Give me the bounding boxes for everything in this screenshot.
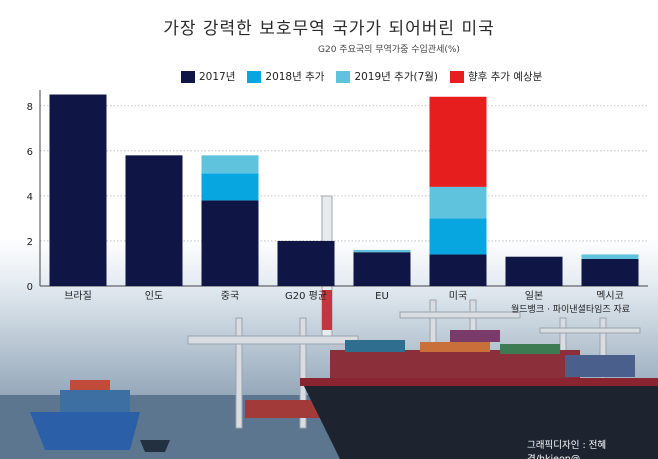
legend-item-future: 향후 추가 예상분	[450, 69, 542, 84]
bar-segment	[581, 254, 639, 259]
legend-item-2018: 2018년 추가	[247, 69, 324, 84]
x-tick-label: 미국	[449, 290, 467, 302]
legend-item-2017: 2017년	[181, 69, 235, 84]
x-tick-label: 중국	[221, 290, 239, 302]
chart-subtitle: G20 주요국의 무역가중 수입관세(%)	[318, 45, 460, 55]
x-tick-label: 멕시코	[596, 290, 624, 302]
bar-segment	[201, 155, 259, 174]
legend-swatch-2018	[247, 70, 262, 83]
bar-segment	[353, 252, 411, 286]
tugboat	[140, 440, 170, 452]
bar-segment	[429, 218, 487, 255]
cranes	[187, 195, 641, 429]
source-note: 월드뱅크 · 파이낸셜타임즈 자료	[511, 305, 631, 315]
y-tick-label: 6	[27, 147, 33, 158]
bar-segment	[505, 256, 563, 286]
y-tick-label: 2	[27, 237, 33, 248]
bar-segment	[201, 173, 259, 201]
legend-swatch-2017	[181, 70, 195, 83]
legend-swatch-2019	[336, 70, 351, 83]
bar-segment	[201, 200, 259, 286]
container-ship-hull	[300, 378, 658, 459]
bar-segment	[353, 249, 411, 253]
legend-item-2019: 2019년 추가(7월)	[336, 69, 438, 84]
crane-boom-red	[322, 290, 332, 330]
legend-label-2019: 2019년 추가(7월)	[354, 71, 439, 83]
small-ship-hull	[30, 412, 140, 450]
x-tick-label: 브라질	[64, 290, 92, 302]
bar-segment	[429, 96, 487, 187]
x-tick-label: 일본	[525, 290, 543, 302]
legend-swatch-future	[450, 70, 465, 83]
bar-segment	[429, 186, 487, 219]
graphic-credit: 그래픽디자인 : 전혜경/hkjeon@	[527, 440, 607, 459]
chart-title: 가장 강력한 보호무역 국가가 되어버린 미국	[163, 19, 495, 39]
legend-label-future: 향후 추가 예상분	[468, 71, 543, 83]
y-tick-label: 8	[27, 102, 33, 113]
bar-segment	[49, 94, 107, 287]
x-tick-label: G20 평균	[285, 290, 327, 302]
container-stacks	[60, 330, 635, 418]
bar-segment	[125, 155, 183, 286]
y-tick-label: 4	[27, 192, 33, 203]
legend-label-2018: 2018년 추가	[265, 71, 325, 83]
legend-label-2017: 2017년	[199, 71, 236, 83]
ship-deck-stripe	[300, 378, 658, 386]
legend: 2017년 2018년 추가 2019년 추가(7월) 향후 추가 예상분	[181, 69, 554, 84]
x-tick-label: 인도	[145, 290, 163, 302]
bar-segment	[581, 258, 639, 286]
y-tick-label: 0	[27, 282, 33, 293]
x-tick-label: EU	[375, 291, 389, 302]
bar-segment	[277, 240, 335, 286]
bar-segment	[429, 254, 487, 286]
